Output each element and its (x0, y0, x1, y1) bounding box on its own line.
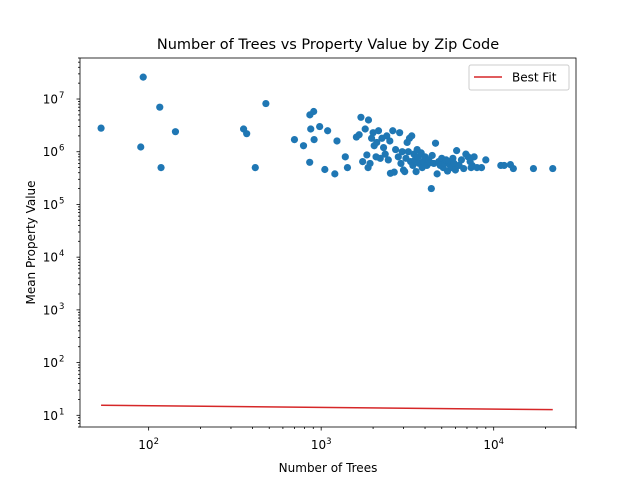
data-point (453, 147, 461, 155)
data-point (374, 127, 383, 135)
data-point (343, 164, 352, 172)
y-tick-exponent: 3 (59, 302, 64, 312)
data-point (361, 125, 369, 133)
data-point (156, 103, 164, 111)
data-point (433, 170, 441, 178)
data-point (460, 164, 468, 173)
data-point (316, 122, 324, 131)
y-tick-exponent: 5 (59, 196, 64, 206)
data-point (139, 73, 147, 81)
data-point (331, 170, 339, 178)
data-point (457, 156, 466, 164)
data-point (366, 159, 374, 168)
y-tick-label: 10 (43, 198, 58, 212)
data-point (373, 138, 381, 147)
data-point (394, 153, 402, 161)
y-tick-exponent: 7 (59, 91, 64, 101)
plot-frame (79, 57, 577, 428)
data-point (310, 107, 318, 116)
chart-title: Number of Trees vs Property Value by Zip… (157, 37, 499, 53)
data-point (529, 164, 538, 173)
data-point (243, 130, 251, 138)
y-tick-label: 10 (43, 303, 58, 317)
data-point (157, 164, 165, 172)
data-point (363, 151, 371, 159)
data-point (367, 134, 376, 142)
data-point (500, 161, 508, 170)
data-point (290, 135, 299, 144)
data-point (404, 148, 412, 156)
data-point (386, 137, 394, 145)
data-point (409, 161, 417, 170)
legend-box (468, 64, 570, 91)
data-point (384, 156, 392, 164)
y-tick-label: 10 (43, 145, 58, 159)
best-fit-line (101, 404, 553, 411)
data-point (549, 164, 557, 173)
x-axis-ticks: 102 103 104 (138, 427, 577, 452)
data-point (379, 143, 388, 152)
legend: Best Fit (468, 64, 570, 91)
legend-label-best-fit: Best Fit (512, 71, 557, 85)
data-point (357, 113, 365, 121)
y-tick-exponent: 1 (59, 407, 64, 417)
data-point (477, 164, 486, 172)
data-point (401, 167, 409, 176)
data-point (398, 148, 406, 156)
points-layer (97, 73, 557, 193)
data-point (307, 125, 315, 133)
data-point (412, 167, 420, 176)
data-point (306, 158, 314, 166)
y-tick-exponent: 6 (59, 144, 64, 154)
data-point (324, 127, 332, 135)
data-point (333, 137, 341, 145)
data-point (369, 129, 377, 137)
data-point (97, 124, 105, 132)
y-tick-label: 10 (43, 93, 58, 107)
y-tick-exponent: 4 (59, 249, 64, 259)
data-point (427, 184, 435, 193)
x-tick-label: 103 (311, 437, 332, 452)
data-point (470, 153, 478, 161)
data-point (390, 168, 398, 176)
data-point (355, 131, 363, 139)
data-point (389, 127, 397, 135)
y-tick-label: 10 (43, 251, 58, 265)
data-point (310, 135, 318, 144)
data-point (321, 165, 329, 174)
data-point (251, 164, 259, 172)
y-axis-label: Mean Property Value (24, 180, 38, 304)
y-tick-label: 10 (43, 409, 58, 423)
data-point (359, 158, 367, 166)
data-point (381, 150, 389, 158)
data-point (396, 129, 404, 137)
data-point (482, 156, 490, 164)
data-point (431, 139, 440, 147)
x-axis-label: Number of Trees (279, 461, 378, 475)
data-point (137, 143, 145, 151)
data-point (171, 128, 180, 136)
data-point (341, 153, 349, 161)
data-point (408, 132, 416, 140)
plot-area (80, 58, 576, 427)
data-point (509, 164, 517, 173)
x-tick-label: 102 (138, 437, 159, 452)
y-tick-exponent: 2 (59, 355, 64, 365)
fit-line-layer (101, 404, 553, 411)
data-point (376, 154, 384, 162)
data-point (391, 145, 400, 154)
data-point (428, 151, 436, 160)
data-point (262, 99, 270, 108)
x-tick-label: 104 (483, 437, 504, 452)
data-point (397, 159, 405, 168)
y-tick-label: 10 (43, 356, 58, 370)
data-point (364, 116, 373, 124)
data-point (299, 142, 308, 150)
